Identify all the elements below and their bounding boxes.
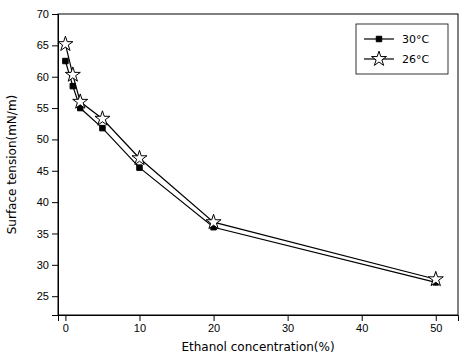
point (206, 214, 221, 228)
tick-mark (52, 45, 58, 46)
tick-mark (52, 265, 58, 266)
tick-label: 10 (134, 322, 146, 334)
tick-mark (52, 139, 58, 140)
legend-item: 26°C (364, 51, 429, 66)
legend-frame (356, 24, 448, 74)
y-axis: 25 30 35 40 45 50 55 60 65 70 (37, 8, 59, 315)
point (100, 125, 105, 130)
tick-label: 40 (356, 322, 368, 334)
tick-mark (362, 315, 363, 321)
tick-label: 50 (430, 322, 442, 334)
chart: 0 10 20 30 40 50 25 30 35 40 45 50 55 60 65 70 30°C 26°C E… (0, 0, 474, 361)
tick-mark (52, 202, 58, 203)
tick-label: 30 (37, 259, 49, 271)
tick-mark (52, 171, 58, 172)
plot-frame (58, 14, 458, 315)
axis-line (59, 316, 459, 322)
tick-label: 25 (37, 290, 49, 302)
y-axis-title: Surface tension(mN/m) (5, 95, 19, 235)
point (95, 111, 110, 125)
tick-label: 70 (37, 8, 49, 20)
tick: 30 (282, 315, 294, 334)
tick-label: 0 (63, 322, 69, 334)
tick-mark (139, 315, 140, 321)
tick: 40 (37, 196, 58, 208)
legend: 30°C 26°C (356, 24, 448, 74)
point (73, 94, 88, 108)
legend-label: 30°C (402, 33, 429, 46)
x-axis: 0 10 20 30 40 50 (59, 315, 459, 334)
tick: 60 (37, 71, 58, 83)
tick: 0 (63, 315, 69, 334)
tick-label: 55 (37, 102, 49, 114)
plot: 0 10 20 30 40 50 25 30 35 40 45 50 55 60 65 70 30°C 26°C (37, 8, 459, 334)
legend-marker (371, 51, 386, 65)
point (428, 271, 443, 285)
tick-label: 35 (37, 227, 49, 239)
point (63, 58, 68, 63)
tick-mark (65, 315, 66, 321)
tick: 35 (37, 227, 58, 239)
tick: 50 (37, 133, 58, 145)
tick-label: 30 (282, 322, 294, 334)
tick: 30 (37, 259, 58, 271)
legend-item: 30°C (364, 33, 429, 46)
tick: 65 (37, 39, 58, 51)
tick-label: 65 (37, 39, 49, 51)
tick: 50 (430, 315, 442, 334)
x-axis-title: Ethanol concentration(%) (181, 340, 334, 354)
tick-label: 60 (37, 71, 49, 83)
tick-mark (288, 315, 289, 321)
tick-mark (52, 77, 58, 78)
tick: 45 (37, 165, 58, 177)
tick-label: 40 (37, 196, 49, 208)
tick-mark (52, 296, 58, 297)
tick-mark (214, 315, 215, 321)
point (65, 67, 80, 81)
tick-mark (436, 315, 437, 321)
point (132, 150, 147, 164)
tick-label: 20 (208, 322, 220, 334)
tick: 70 (37, 8, 58, 20)
tick: 10 (134, 315, 146, 334)
point (58, 36, 73, 50)
tick-mark (52, 233, 58, 234)
point (70, 83, 75, 88)
tick: 40 (356, 315, 368, 334)
tick-mark (52, 108, 58, 109)
tick-label: 50 (37, 133, 49, 145)
legend-label: 26°C (402, 53, 429, 66)
point (137, 165, 142, 170)
legend-marker (376, 36, 381, 41)
tick: 55 (37, 102, 58, 114)
tick: 25 (37, 290, 58, 302)
series-line (65, 44, 435, 279)
series-line (65, 61, 435, 282)
tick-label: 45 (37, 165, 49, 177)
tick: 20 (208, 315, 220, 334)
tick-mark (52, 14, 58, 15)
